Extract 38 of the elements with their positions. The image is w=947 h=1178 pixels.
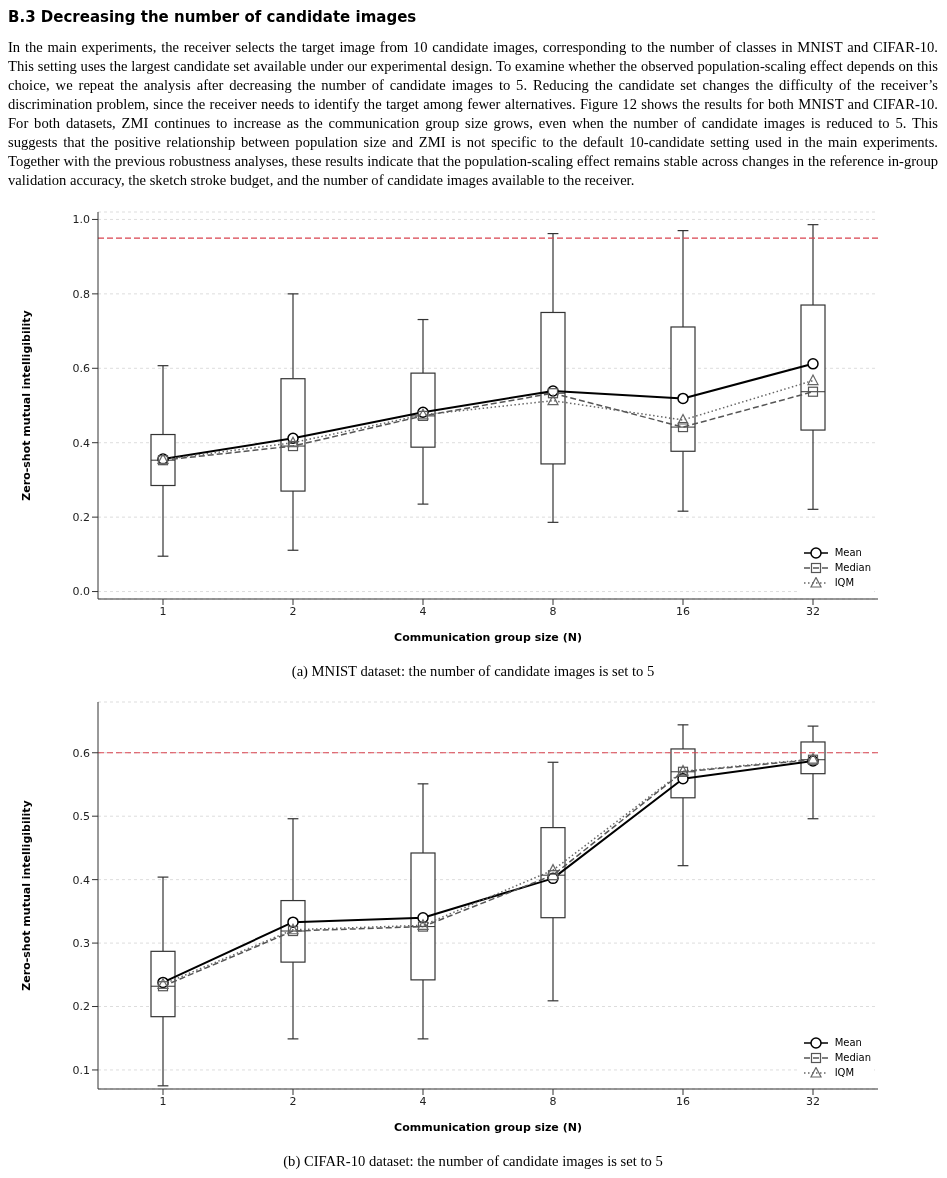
y-tick-label: 0.5 (72, 810, 90, 824)
x-axis-title: Communication group size (N) (394, 1120, 582, 1134)
x-tick-label: 16 (676, 1094, 690, 1108)
x-tick-label: 16 (676, 604, 690, 618)
y-tick-label: 0.1 (72, 1063, 90, 1077)
y-axis-title: Zero-shot mutual intelligibility (19, 310, 33, 501)
x-tick-label: 2 (289, 1094, 297, 1108)
legend-label: Mean (834, 547, 862, 558)
y-tick-label: 0.2 (72, 511, 90, 525)
x-tick-label: 8 (549, 604, 557, 618)
legend-label: Median (834, 1052, 871, 1063)
x-tick-label: 1 (159, 1094, 167, 1108)
x-tick-label: 2 (289, 604, 297, 618)
y-tick-label: 0.3 (72, 936, 90, 950)
y-tick-label: 1.0 (72, 213, 90, 227)
legend-label: Median (834, 562, 871, 573)
x-tick-label: 4 (419, 1094, 427, 1108)
text: In the main experiments, the receiver selects the target image from 10 candidate images, corresponding to the number of classes in MNIST and CIFAR-10. This setting uses the largest candidate set available under our experimental design. To examine whether the observed population-scaling effect depends on this choice, we repeat the analysis after decreasing the number of candidate images to 5. Reducing the candidate set changes the difficulty of the receiver’s discrimination problem, since the receiver needs to identify the target among fewer alternatives. Figure 12 shows the results for both MNIST and CIFAR-10. For both datasets, ZMI continues to increase as the communication group size grows, even when the number of candidate images is reduced to 5. This suggests that the positive relationship between population size and ZMI is not specific to the default 10-candidate setting used in the main experiments. Together with the previous robustness analyses, these results indicate that the population-scaling effect remains stable across changes in the reference in-group validation accuracy, the sketch stroke budget, and the number of candidate images available to the receiver. (8, 38, 938, 190)
x-tick-label: 1 (159, 604, 167, 618)
legend-label: IQM (834, 577, 855, 588)
y-tick-label: 0.6 (72, 746, 90, 760)
text: (b) CIFAR-10 dataset: the number of candidate images is set to 5 (282, 1153, 664, 1170)
chart-title: B.3 Decreasing the number of candidate images (8, 8, 418, 26)
y-axis-title: Zero-shot mutual intelligibility (19, 800, 33, 991)
y-tick-label: 0.0 (72, 585, 90, 599)
y-tick-label: 0.2 (72, 1000, 90, 1014)
x-tick-label: 8 (549, 1094, 557, 1108)
x-tick-label: 4 (419, 604, 427, 618)
y-tick-label: 0.6 (72, 362, 90, 376)
x-axis-title: Communication group size (N) (394, 630, 582, 644)
x-tick-label: 32 (806, 1094, 820, 1108)
x-tick-label: 32 (806, 604, 820, 618)
y-tick-label: 0.8 (72, 287, 90, 301)
legend-label: IQM (834, 1067, 855, 1078)
y-tick-label: 0.4 (72, 436, 90, 450)
legend-label: Mean (834, 1037, 862, 1048)
text: (a) MNIST dataset: the number of candidate images is set to 5 (290, 663, 656, 680)
y-tick-label: 0.4 (72, 873, 90, 887)
